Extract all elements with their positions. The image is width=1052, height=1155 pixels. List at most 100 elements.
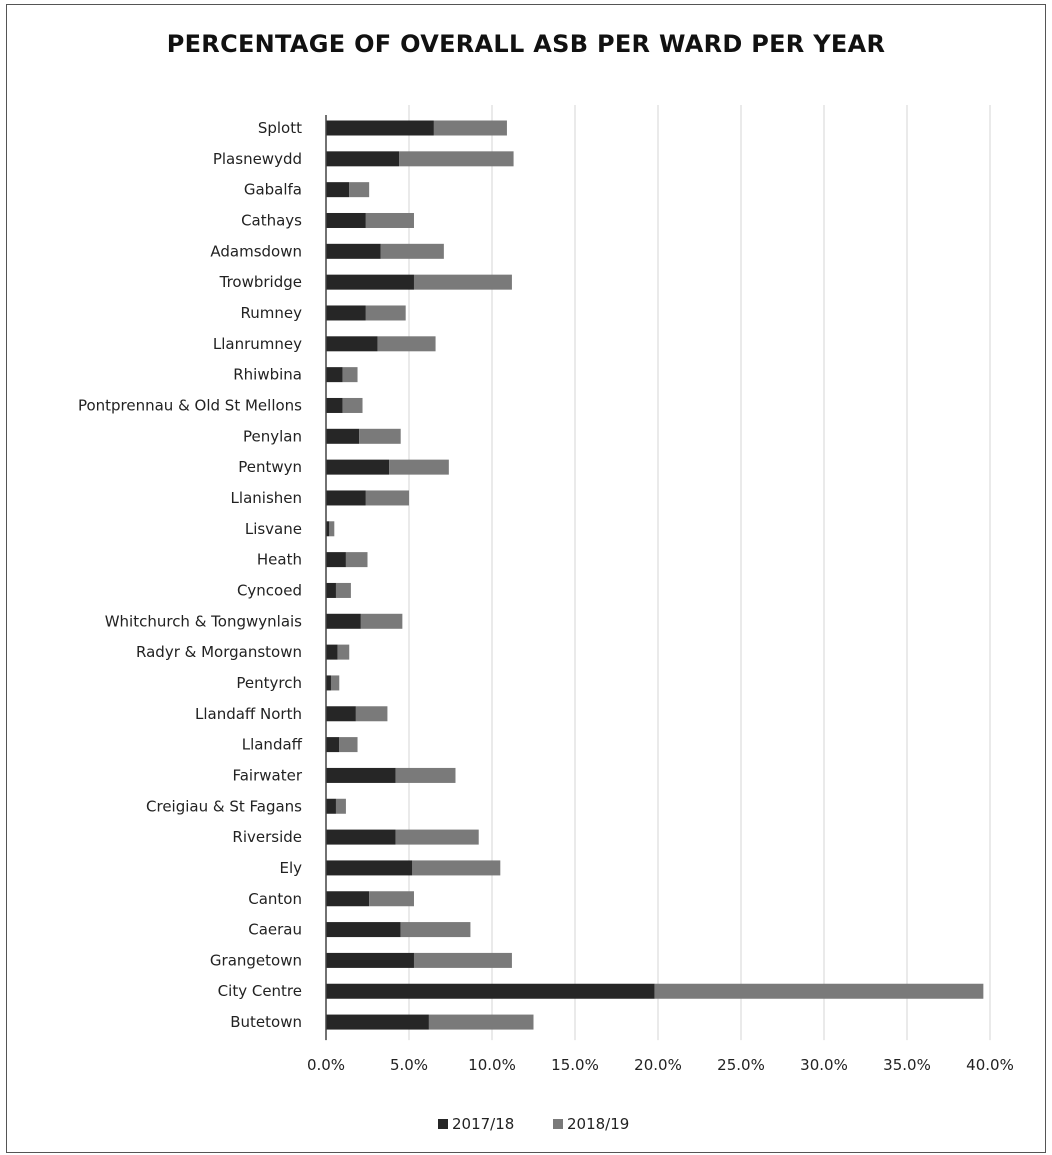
bar-2018-19 — [360, 613, 403, 629]
bar-2018-19 — [335, 582, 351, 598]
bar-2017-18 — [326, 613, 361, 629]
bar-2017-18 — [326, 582, 336, 598]
category-label: Gabalfa — [244, 181, 302, 199]
bar-2017-18 — [326, 767, 396, 783]
bar-2017-18 — [326, 397, 343, 413]
bar-2018-19 — [400, 922, 471, 938]
bar-2017-18 — [326, 644, 338, 660]
bar-2018-19 — [428, 1014, 534, 1030]
bar-2018-19 — [359, 428, 401, 444]
x-tick-label: 5.0% — [390, 1056, 428, 1074]
bar-2017-18 — [326, 521, 330, 537]
bar-2018-19 — [413, 274, 512, 290]
category-label: Butetown — [230, 1013, 302, 1031]
bar-2018-19 — [342, 367, 358, 383]
category-label: City Centre — [218, 982, 302, 1000]
category-label: Adamsdown — [210, 242, 302, 260]
bar-2018-19 — [399, 151, 514, 167]
category-label: Trowbridge — [219, 273, 302, 291]
category-label: Lisvane — [245, 520, 302, 538]
category-labels: Splott Plasnewydd Gabalfa Cathays Adamsdown T… — [78, 119, 303, 1031]
bar-2018-19 — [389, 459, 449, 475]
category-label: Ely — [279, 859, 302, 877]
bar-2018-19 — [377, 336, 436, 352]
category-label: Llandaff North — [195, 705, 302, 723]
bar-2018-19 — [380, 243, 444, 259]
x-tick-label: 10.0% — [468, 1056, 516, 1074]
category-label: Heath — [257, 551, 302, 569]
bar-2018-19 — [337, 644, 350, 660]
bar-2018-19 — [395, 829, 479, 845]
bar-2017-18 — [326, 552, 346, 568]
bar-2018-19 — [355, 706, 388, 722]
category-label: Whitchurch & Tongwynlais — [105, 612, 302, 630]
category-label: Riverside — [232, 828, 302, 846]
chart-frame — [6, 4, 1046, 1153]
category-label: Cathays — [241, 211, 302, 229]
x-tick-label: 40.0% — [966, 1056, 1014, 1074]
x-tick-label: 25.0% — [717, 1056, 765, 1074]
bars — [326, 120, 984, 1030]
bar-2017-18 — [326, 459, 390, 475]
bar-2018-19 — [339, 737, 358, 753]
x-tick-label: 15.0% — [551, 1056, 599, 1074]
gridlines — [408, 105, 991, 1041]
category-label: Llandaff — [242, 736, 303, 754]
x-tick-label: 35.0% — [883, 1056, 931, 1074]
bar-2018-19 — [433, 120, 507, 136]
bar-2017-18 — [326, 182, 350, 198]
bar-2018-19 — [369, 891, 414, 907]
legend-swatch — [553, 1119, 563, 1129]
bar-2018-19 — [395, 767, 456, 783]
x-tick-label: 0.0% — [307, 1056, 345, 1074]
category-label: Cyncoed — [237, 581, 302, 599]
bar-2017-18 — [326, 891, 370, 907]
bar-2017-18 — [326, 952, 414, 968]
bar-2017-18 — [326, 860, 413, 876]
category-label: Llanrumney — [213, 335, 302, 353]
category-label: Rumney — [241, 304, 303, 322]
bar-2017-18 — [326, 490, 366, 506]
bar-2017-18 — [326, 305, 366, 321]
category-label: Radyr & Morganstown — [136, 643, 302, 661]
category-label: Splott — [258, 119, 302, 137]
category-label: Llanishen — [231, 489, 302, 507]
bar-2017-18 — [326, 922, 401, 938]
bar-2017-18 — [326, 829, 396, 845]
category-label: Fairwater — [232, 766, 302, 784]
legend-swatch — [438, 1119, 448, 1129]
bar-2017-18 — [326, 274, 414, 290]
bar-2017-18 — [326, 367, 343, 383]
category-label: Penylan — [243, 427, 302, 445]
category-label: Creigiau & St Fagans — [146, 797, 302, 815]
category-label: Pontprennau & Old St Mellons — [78, 396, 302, 414]
tick-labels: 0.0% 5.0% 10.0% 15.0% 20.0% 25.0% 30.0% 35.0% 40… — [307, 1056, 1014, 1074]
bar-2018-19 — [329, 521, 335, 537]
bar-2017-18 — [326, 1014, 429, 1030]
bar-2018-19 — [335, 798, 346, 814]
x-tick-label: 20.0% — [634, 1056, 682, 1074]
bar-2017-18 — [326, 336, 378, 352]
category-label: Pentwyn — [238, 458, 302, 476]
bar-2018-19 — [342, 397, 363, 413]
bar-2017-18 — [326, 428, 360, 444]
legend-label: 2018/19 — [567, 1115, 629, 1133]
bar-2017-18 — [326, 675, 331, 691]
bar-2018-19 — [349, 182, 370, 198]
bar-2018-19 — [365, 490, 409, 506]
bar-2017-18 — [326, 243, 381, 259]
category-label: Grangetown — [210, 951, 302, 969]
category-label: Rhiwbina — [233, 366, 302, 384]
bar-2018-19 — [413, 952, 512, 968]
chart-title: PERCENTAGE OF OVERALL ASB PER WARD PER Y… — [166, 30, 886, 58]
bar-2018-19 — [345, 552, 368, 568]
category-label: Canton — [248, 890, 302, 908]
bar-2017-18 — [326, 706, 356, 722]
category-label: Pentyrch — [236, 674, 302, 692]
legend: 2017/18 2018/19 — [438, 1115, 629, 1133]
category-label: Caerau — [248, 921, 302, 939]
bar-2018-19 — [654, 983, 984, 999]
bar-2018-19 — [412, 860, 501, 876]
bar-2017-18 — [326, 212, 366, 228]
